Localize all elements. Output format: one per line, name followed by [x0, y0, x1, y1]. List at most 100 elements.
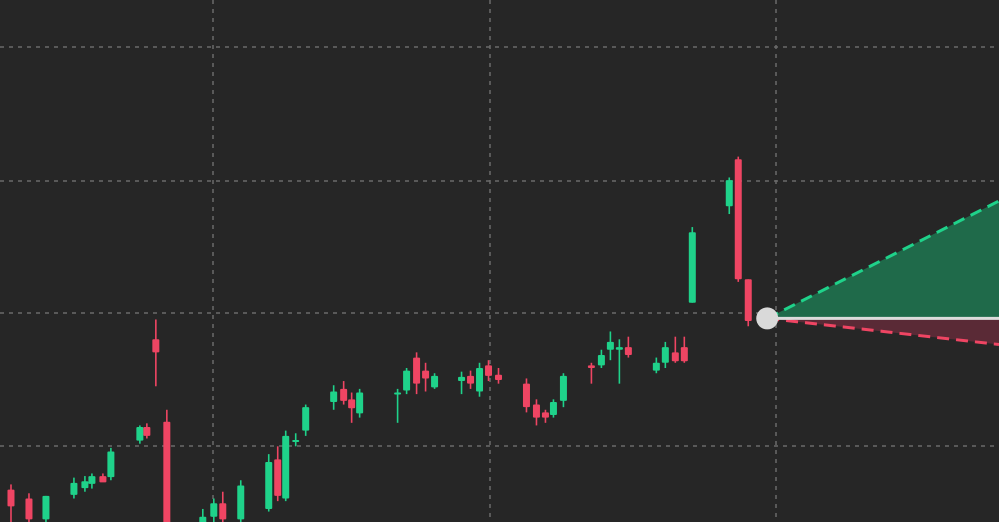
candle: [348, 392, 356, 423]
candle: [615, 339, 623, 384]
candle-body: [559, 375, 567, 401]
candle: [292, 433, 300, 447]
candle: [541, 409, 549, 423]
candle: [282, 430, 290, 502]
candle-body: [199, 516, 207, 522]
candle: [725, 177, 733, 215]
candle-body: [136, 426, 144, 441]
candle-body: [541, 412, 549, 418]
candle-body: [615, 347, 623, 350]
candle-body: [107, 451, 115, 478]
candle: [199, 508, 207, 522]
candle: [476, 362, 484, 397]
candle-body: [606, 341, 614, 350]
forecast-cone: [766, 199, 999, 347]
candle: [274, 446, 282, 502]
candle-body: [282, 435, 290, 499]
candle: [88, 473, 96, 489]
candle-body: [725, 180, 733, 207]
candle-body: [99, 476, 107, 483]
candle-body: [152, 339, 160, 353]
candle-body: [532, 404, 540, 418]
candle-body: [688, 232, 696, 303]
candle: [744, 279, 752, 327]
candle: [237, 480, 245, 522]
candle-body: [522, 383, 530, 408]
candle: [467, 370, 475, 389]
candle-body: [302, 407, 310, 431]
candle-body: [210, 503, 218, 517]
candle-body: [265, 461, 273, 509]
candle: [99, 473, 107, 483]
candle-body: [485, 365, 493, 376]
candle: [606, 331, 614, 361]
candle: [661, 341, 669, 369]
candle-body: [330, 391, 338, 402]
candle: [680, 336, 688, 363]
candle-body: [25, 498, 33, 520]
candle-body: [431, 375, 439, 388]
candle-body: [7, 489, 15, 507]
current-price-marker: [756, 307, 779, 330]
candle: [559, 373, 567, 408]
candle: [734, 156, 742, 282]
candle-body: [356, 392, 364, 414]
candle-body: [348, 399, 356, 409]
candle-body: [163, 421, 171, 522]
candle: [485, 360, 493, 382]
candle: [356, 388, 364, 418]
candle-body: [394, 392, 402, 395]
candle: [25, 493, 33, 522]
candle-body: [88, 476, 96, 484]
candle: [532, 399, 540, 426]
candle: [549, 399, 557, 418]
candle: [688, 227, 696, 303]
candle: [143, 423, 151, 439]
candle: [624, 336, 632, 358]
candle-body: [495, 374, 503, 381]
forecast-lower-line: [767, 316, 999, 347]
candle: [652, 357, 660, 374]
candle: [522, 378, 530, 413]
forecast-upper-line: [766, 199, 999, 320]
candle: [70, 477, 78, 499]
candle-body: [661, 347, 669, 363]
candle: [219, 491, 227, 522]
candle-body: [476, 368, 484, 392]
candle-body: [680, 347, 688, 362]
current-price-marker-group: [756, 307, 779, 330]
candlestick-series: [7, 156, 752, 522]
candle-body: [70, 482, 78, 495]
candle: [587, 362, 595, 384]
candle-body: [292, 440, 300, 443]
forecast-upper-area: [767, 200, 999, 319]
candle-body: [734, 159, 742, 280]
candle-body: [597, 354, 605, 366]
candle-body: [458, 376, 466, 382]
candle: [671, 336, 679, 363]
candle: [597, 349, 605, 369]
candle-body: [81, 481, 89, 489]
candle: [495, 368, 503, 384]
candle: [458, 371, 466, 395]
candle: [422, 362, 430, 392]
candle-body: [587, 365, 595, 369]
candle: [431, 373, 439, 389]
candle-body: [422, 370, 430, 379]
candle: [394, 388, 402, 423]
candle: [330, 385, 338, 410]
candle: [81, 476, 89, 492]
candle-body: [274, 459, 282, 496]
candle: [163, 409, 171, 522]
candle: [107, 447, 115, 481]
candle: [7, 484, 15, 522]
candle-body: [652, 362, 660, 371]
candle-body: [671, 352, 679, 362]
candle-body: [744, 279, 752, 322]
candle: [302, 404, 310, 436]
candle: [152, 319, 160, 387]
candle: [340, 381, 348, 405]
candle-body: [467, 375, 475, 384]
